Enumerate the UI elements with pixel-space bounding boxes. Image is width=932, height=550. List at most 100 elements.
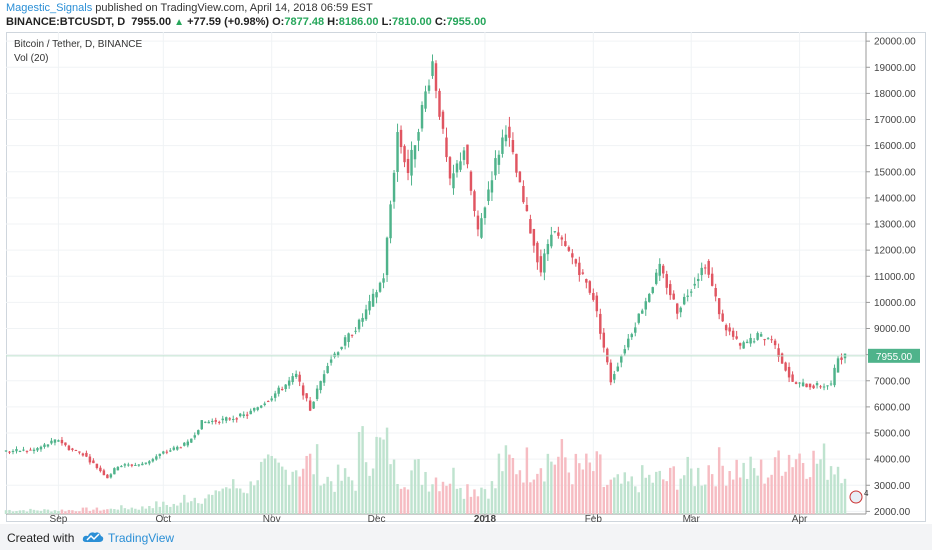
volume-bar [717, 447, 721, 514]
chart-frame[interactable] [6, 32, 926, 522]
candle-body [141, 463, 144, 466]
volume-bar [354, 490, 357, 514]
volume-bar [476, 496, 480, 514]
candle-body [85, 452, 88, 457]
candle-body [305, 393, 308, 399]
volume-bar [102, 509, 106, 514]
volume-bar [371, 468, 375, 514]
volume-bar [550, 461, 553, 514]
volume-bar [815, 463, 819, 514]
candle-body [511, 140, 515, 153]
volume-bar [508, 454, 511, 514]
volume-bar [382, 439, 385, 514]
volume-bar [595, 451, 599, 514]
volume-bar [347, 476, 350, 514]
volume-bar [322, 483, 326, 514]
candle-body [745, 341, 749, 344]
volume-bar [469, 496, 473, 514]
candle-body [102, 470, 106, 476]
volume-bar [39, 510, 43, 514]
candle-body [179, 447, 183, 449]
volume-bar [738, 477, 742, 514]
candle-body [592, 293, 595, 300]
y-tick-label: 19000.00 [874, 63, 916, 74]
candle-body [11, 451, 15, 453]
candle-body [721, 313, 724, 322]
volume-bar [648, 474, 651, 514]
volume-bar [721, 465, 724, 514]
author-link[interactable]: Magestic_Signals [6, 2, 93, 14]
volume-bar [32, 509, 36, 514]
volume-bar [822, 443, 826, 514]
candle-body [155, 456, 158, 460]
candle-body [378, 282, 382, 292]
candle-body [749, 337, 752, 344]
volume-bar [574, 453, 578, 514]
volume-bar [385, 427, 389, 514]
price-change: +77.59 (+0.98%) [187, 16, 270, 28]
volume-bar [273, 458, 277, 514]
volume-bar [4, 510, 8, 514]
volume-bar [218, 491, 221, 514]
volume-bar [462, 498, 466, 514]
candle-body [679, 307, 682, 313]
volume-bar [630, 476, 633, 514]
candle-body [169, 450, 172, 452]
candle-body [242, 414, 245, 417]
candle-body [689, 291, 693, 293]
candle-body [459, 161, 462, 170]
candle-body [32, 449, 36, 451]
candle-body [130, 464, 134, 466]
volume-bar [662, 479, 665, 514]
volume-bar [211, 494, 214, 514]
volume-bar [553, 464, 557, 514]
last-price-badge [868, 348, 920, 363]
candle-body [277, 387, 280, 394]
tradingview-cloud-icon[interactable] [82, 530, 104, 544]
volume-bar [57, 511, 60, 514]
candle-body [137, 464, 141, 466]
candle-body [518, 171, 522, 183]
volume-bar [29, 508, 32, 514]
volume-bar [707, 465, 710, 514]
high-label: H: [327, 16, 339, 28]
candle-body [270, 398, 273, 401]
volume-bar [431, 484, 434, 514]
volume-bar [245, 493, 249, 514]
y-tick-label: 20000.00 [874, 37, 916, 48]
candle-body [766, 338, 770, 340]
candle-body [529, 219, 532, 234]
candle-body [787, 366, 791, 378]
candle-body [581, 272, 585, 274]
candle-body [833, 367, 836, 386]
volume-bar [95, 507, 99, 514]
volume-bar [644, 477, 647, 514]
volume-bar [756, 475, 759, 514]
volume-bar [340, 480, 343, 514]
candle-body [476, 215, 480, 230]
high-value: 8186.00 [338, 16, 379, 28]
candle-body [805, 383, 808, 388]
tradingview-brand[interactable]: TradingView [108, 531, 175, 545]
volume-bar [141, 506, 144, 514]
candle-body [682, 296, 686, 305]
volume-bar [497, 453, 501, 514]
candle-body [490, 180, 494, 193]
volume-bar [399, 488, 403, 514]
volume-bar [375, 436, 378, 514]
candle-body [200, 420, 203, 430]
price-chart[interactable]: 20000.00 19000.00 18000.00 17000.00 16000.00… [0, 0, 932, 524]
candle-body [665, 274, 668, 288]
candle-body [445, 137, 448, 158]
candle-body [717, 298, 721, 315]
volume-bar [420, 484, 424, 514]
volume-bar [602, 486, 606, 514]
volume-bar [592, 471, 595, 514]
candle-body [99, 467, 102, 472]
y-tick-label: 17000.00 [874, 115, 916, 126]
candle-body [546, 243, 550, 255]
candle-body [773, 340, 777, 346]
candle-body [218, 421, 221, 423]
volume-bar [522, 482, 525, 514]
volume-bar [81, 507, 85, 514]
